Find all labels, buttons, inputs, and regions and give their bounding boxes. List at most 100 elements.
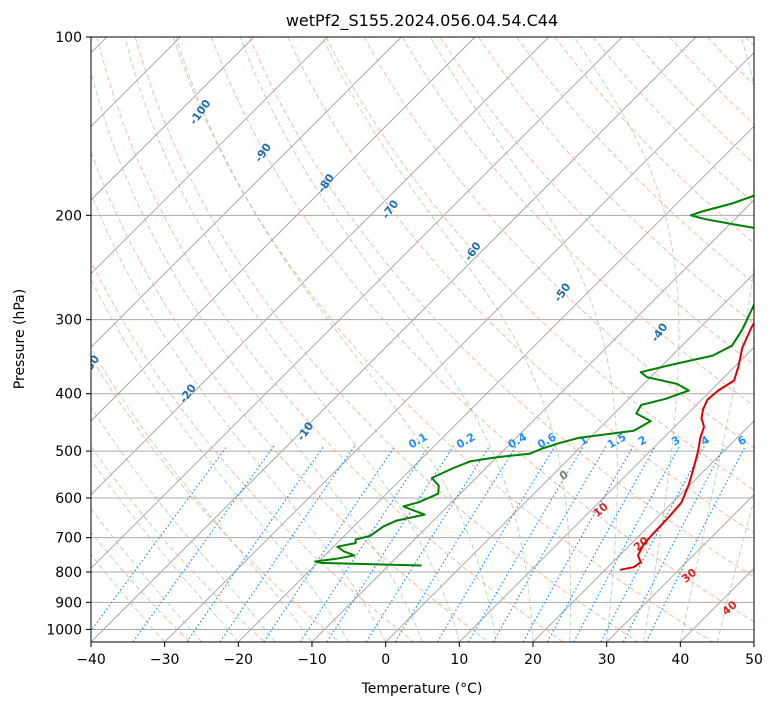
profile-lines xyxy=(314,194,754,571)
mixing-ratio-line xyxy=(219,445,356,642)
y-tick-label: 500 xyxy=(55,444,82,460)
mixing-ratio-line xyxy=(522,445,635,642)
mixing-ratio-line xyxy=(546,445,657,642)
x-tick-label: −20 xyxy=(224,652,254,668)
moist-adiabat-line xyxy=(753,640,754,642)
y-tick-label: 800 xyxy=(55,565,82,581)
mixing-ratio-line xyxy=(394,445,517,642)
mixing-ratio-line xyxy=(263,445,396,642)
x-axis-label: Temperature (°C) xyxy=(361,681,483,697)
mixing-ratio-line xyxy=(622,445,726,642)
isotherm-line xyxy=(91,37,255,201)
isotherm-line xyxy=(91,37,550,496)
isotherm-line xyxy=(753,641,754,642)
isotherm-line xyxy=(532,420,754,642)
moist-adiabat-line xyxy=(91,278,350,642)
moist-adiabat-line xyxy=(124,37,460,642)
moist-adiabat-line xyxy=(91,459,239,642)
moist-adiabat-line xyxy=(679,37,754,642)
moist-adiabat-line xyxy=(91,347,313,642)
dewpoint-line xyxy=(314,194,754,567)
y-tick-label: 400 xyxy=(55,387,82,403)
x-tick-label: −10 xyxy=(297,652,327,668)
dry-adiabat-line xyxy=(91,259,415,642)
dry-adiabat-label: -40 xyxy=(648,321,670,345)
isotherm-line xyxy=(91,37,476,422)
mixing-ratio-line xyxy=(467,445,585,642)
dry-adiabat-line xyxy=(211,37,754,623)
chart-title: wetPf2_S155.2024.056.04.54.C44 xyxy=(286,11,558,31)
moist-adiabat-line xyxy=(716,497,754,642)
moist-adiabat-line xyxy=(321,37,572,642)
mixing-ratio-label: 0.1 xyxy=(406,430,429,451)
dry-adiabat-line xyxy=(91,356,340,642)
mixing-ratio-label: 8 xyxy=(761,433,774,448)
y-tick-label: 900 xyxy=(55,595,82,611)
isotherm-line xyxy=(237,125,754,642)
isotherm-line xyxy=(679,567,754,642)
dry-adiabat-line xyxy=(287,37,754,534)
dry-adiabat-line xyxy=(249,37,754,578)
isotherm-line xyxy=(91,37,623,570)
moist-adiabat-line xyxy=(91,507,202,642)
y-tick-label: 700 xyxy=(55,531,82,547)
dry-adiabat-label: -90 xyxy=(252,141,274,165)
mixing-ratio-label: 0.6 xyxy=(535,430,559,451)
plot-frame xyxy=(90,36,755,643)
dry-adiabat-line xyxy=(172,37,713,642)
isotherm-line xyxy=(164,51,754,642)
x-tick-label: 10 xyxy=(450,652,468,668)
mixing-ratio-label: 6 xyxy=(736,433,749,448)
moist-adiabat-line xyxy=(175,37,497,642)
dry-adiabat-label: -20 xyxy=(177,381,199,405)
moist-adiabat-line xyxy=(239,37,534,642)
dry-adiabat-line xyxy=(516,37,754,284)
mixing-ratio-line xyxy=(600,445,705,642)
moist-adiabat-line xyxy=(91,70,423,642)
dry-adiabat-label: -80 xyxy=(315,171,337,195)
isotherm-line xyxy=(91,37,329,275)
background-lines xyxy=(91,37,754,642)
dry-adiabat-line xyxy=(554,37,754,244)
mixing-ratio-line xyxy=(299,445,430,642)
isotherm-line xyxy=(385,272,754,642)
dry-adiabat-line xyxy=(91,445,265,642)
isotherm-line xyxy=(91,37,402,349)
x-tick-label: 0 xyxy=(381,652,390,668)
isotherm-line xyxy=(311,199,754,642)
y-axis: 100 200 300 400 500 600 700 800 900 1000 xyxy=(46,30,91,638)
dry-adiabat-line xyxy=(439,37,754,366)
dry-adiabat-label: -10 xyxy=(294,419,316,443)
moist-adiabat-line xyxy=(573,37,680,642)
dry-adiabat-line xyxy=(745,37,754,47)
mixing-ratio-line xyxy=(132,445,275,642)
dry-adiabat-line xyxy=(669,37,754,125)
mixing-ratio-line xyxy=(365,445,491,642)
moist-adiabat-label: 10 xyxy=(591,500,611,520)
y-tick-label: 1000 xyxy=(46,622,82,638)
moist-adiabat-label: 0 xyxy=(557,468,571,483)
moist-adiabat-line xyxy=(91,192,387,642)
dry-adiabat-line xyxy=(96,37,564,642)
dry-adiabat-label: -100 xyxy=(187,97,214,127)
dry-adiabat-line xyxy=(134,37,639,642)
dry-adiabat-label: -30 xyxy=(80,352,102,376)
moist-adiabat-line xyxy=(91,406,276,642)
y-tick-label: 600 xyxy=(55,491,82,507)
isotherm-line xyxy=(458,346,754,642)
dry-adiabat-line xyxy=(401,37,754,407)
mixing-ratio-line xyxy=(645,445,747,642)
x-tick-label: −30 xyxy=(150,652,180,668)
x-tick-label: 20 xyxy=(524,652,542,668)
y-tick-label: 300 xyxy=(55,313,82,329)
mixing-ratio-label: 0.4 xyxy=(506,430,530,451)
x-tick-label: 50 xyxy=(745,652,763,668)
mixing-ratio-label: 0.2 xyxy=(454,430,477,451)
x-axis: −40 −30 −20 −10 0 10 20 30 40 50 xyxy=(76,642,763,668)
mixing-ratio-line xyxy=(186,445,325,642)
mixing-ratio-line xyxy=(436,445,556,642)
x-tick-label: 40 xyxy=(671,652,689,668)
temperature-line xyxy=(619,321,754,571)
isotherm-line xyxy=(91,37,697,642)
